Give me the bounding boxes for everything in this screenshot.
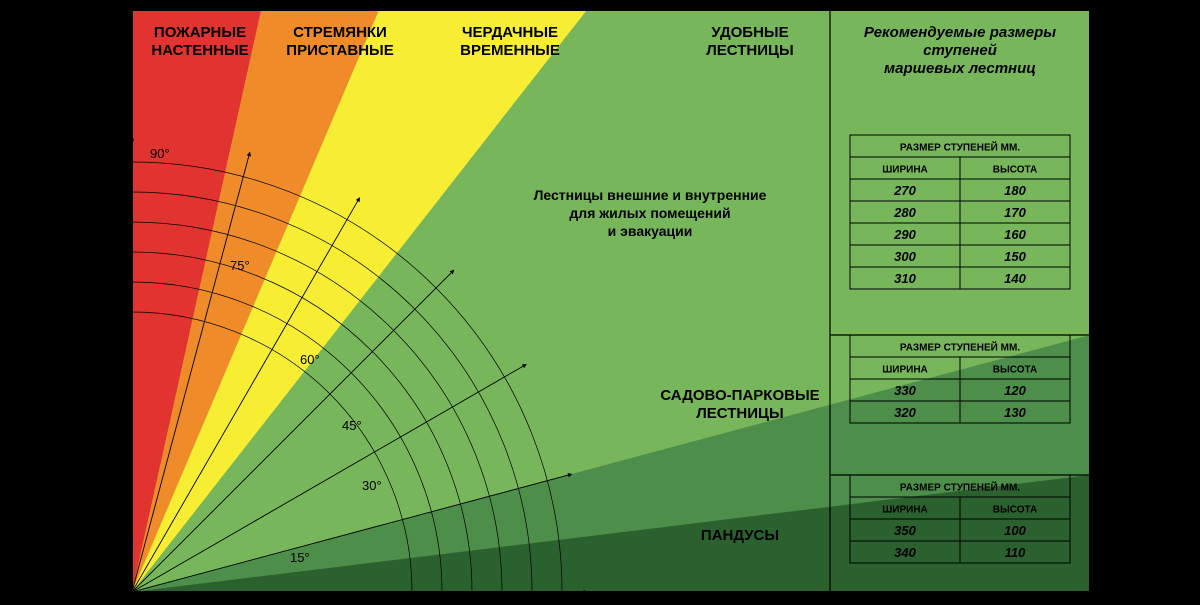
table-0-r0-c1: 180 <box>1004 183 1026 198</box>
desc-residential-2: и эвакуации <box>608 223 693 239</box>
table-2-col-1: ВЫСОТА <box>993 504 1037 515</box>
desc-garden-1: ЛЕСТНИЦЫ <box>696 405 783 422</box>
table-1-r0-c0: 330 <box>894 383 916 398</box>
desc-ramps-0: ПАНДУСЫ <box>701 527 779 544</box>
table-2-r0-c1: 100 <box>1004 523 1026 538</box>
desc-garden-0: САДОВО-ПАРКОВЫЕ <box>660 387 819 404</box>
angle-label-75: 75° <box>230 258 250 273</box>
table-0-col-1: ВЫСОТА <box>993 164 1037 175</box>
wedge-label-attic-0: ЧЕРДАЧНЫЕ <box>462 24 558 41</box>
table-0-r4-c0: 310 <box>894 271 916 286</box>
table-1-r1-c1: 130 <box>1004 405 1026 420</box>
panel-title-0: Рекомендуемые размеры <box>864 24 1056 41</box>
table-2-header: РАЗМЕР СТУПЕНЕЙ ММ. <box>900 480 1020 493</box>
table-1-r0-c1: 120 <box>1004 383 1026 398</box>
panel-title-1: ступеней <box>923 42 997 59</box>
table-2-r1-c1: 110 <box>1005 545 1026 560</box>
table-0-r0-c0: 270 <box>893 183 916 198</box>
table-1-col-0: ШИРИНА <box>882 364 928 375</box>
table-0-r1-c1: 170 <box>1004 205 1026 220</box>
table-0-r4-c1: 140 <box>1004 271 1026 286</box>
wedge-label-attic-1: ВРЕМЕННЫЕ <box>460 42 560 59</box>
panel-title-2: маршевых лестниц <box>884 60 1036 77</box>
diagram-canvas: 90° 75° 60° 45° 30° 15° ПОЖАРНЫЕНАСТЕННЫЕ СТРЕМ… <box>0 0 1200 605</box>
wedge-label-stepladders-0: СТРЕМЯНКИ <box>293 24 387 41</box>
wedge-label-comfortable-0: УДОБНЫЕ <box>711 24 788 41</box>
wedge-label-stepladders-1: ПРИСТАВНЫЕ <box>286 42 393 59</box>
angle-label-15: 15° <box>290 550 310 565</box>
table-1-r1-c0: 320 <box>894 405 916 420</box>
table-2-r0-c0: 350 <box>894 523 916 538</box>
desc-residential-1: для жилых помещений <box>569 205 730 221</box>
table-1-col-1: ВЫСОТА <box>993 364 1037 375</box>
table-0-header: РАЗМЕР СТУПЕНЕЙ ММ. <box>900 140 1020 153</box>
wedge-label-fire-wall-1: НАСТЕННЫЕ <box>151 42 248 59</box>
wedge-label-comfortable-1: ЛЕСТНИЦЫ <box>706 42 793 59</box>
table-2-col-0: ШИРИНА <box>882 504 928 515</box>
angle-label-90: 90° <box>150 146 170 161</box>
table-2-r1-c0: 340 <box>894 545 916 560</box>
desc-residential-0: Лестницы внешние и внутренние <box>534 187 767 203</box>
table-0-r2-c0: 290 <box>893 227 916 242</box>
table-0-r1-c0: 280 <box>893 205 916 220</box>
table-0-col-0: ШИРИНА <box>882 164 928 175</box>
table-1-header: РАЗМЕР СТУПЕНЕЙ ММ. <box>900 340 1020 353</box>
table-0-r2-c1: 160 <box>1004 227 1026 242</box>
table-0-r3-c0: 300 <box>894 249 916 264</box>
angle-label-30: 30° <box>362 478 382 493</box>
angle-label-45: 45° <box>342 418 362 433</box>
stair-angle-diagram: 90° 75° 60° 45° 30° 15° ПОЖАРНЫЕНАСТЕННЫЕ СТРЕМ… <box>0 0 1200 605</box>
angle-label-60: 60° <box>300 352 320 367</box>
table-0-r3-c1: 150 <box>1004 249 1026 264</box>
wedge-label-fire-wall-0: ПОЖАРНЫЕ <box>154 24 246 41</box>
